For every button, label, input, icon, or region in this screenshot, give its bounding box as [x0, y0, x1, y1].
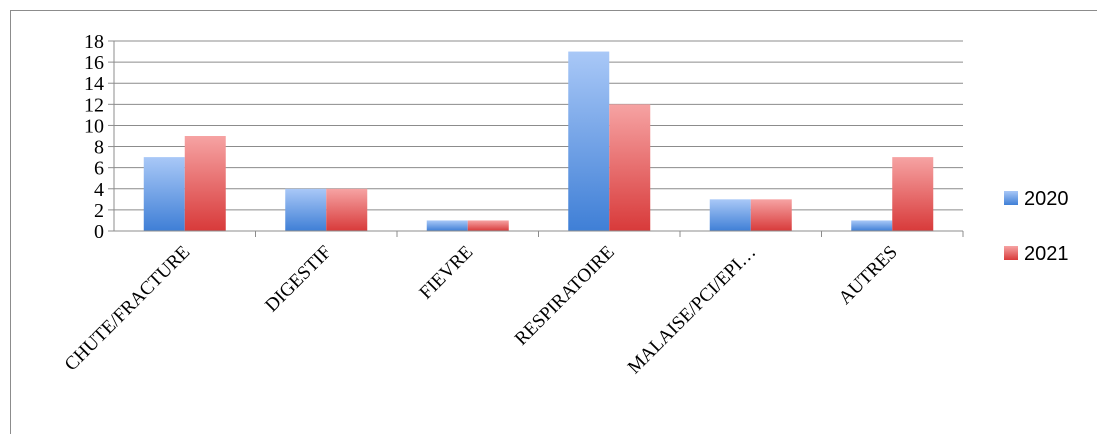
- bar-2020-5: [709, 199, 751, 231]
- bar-2021-1: [184, 136, 226, 231]
- bar-2021-6: [892, 157, 934, 231]
- bar-2020-1: [143, 157, 185, 231]
- bar-2021-5: [750, 199, 792, 231]
- y-tick-label: 4: [94, 179, 104, 201]
- bar-2020-3: [426, 220, 468, 231]
- y-tick-label: 12: [84, 94, 104, 116]
- legend-swatch-2021: [1004, 246, 1018, 260]
- x-tick-label: AUTRES: [835, 242, 902, 309]
- y-tick-label: 14: [84, 73, 104, 95]
- bar-2021-2: [326, 188, 368, 231]
- chart-frame: [10, 10, 1097, 434]
- y-tick-label: 2: [94, 200, 104, 222]
- y-tick-label: 6: [94, 158, 104, 180]
- x-tick-label: MALAISE/PCI/EPI…: [624, 242, 761, 379]
- y-tick-label: 0: [94, 221, 104, 243]
- bar-2021-3: [467, 220, 509, 231]
- bar-2020-6: [851, 220, 893, 231]
- bar-2021-4: [609, 104, 651, 231]
- bars: [143, 51, 934, 231]
- legend-label-2020: 2020: [1024, 188, 1069, 210]
- gridlines: [114, 40, 963, 211]
- legend-swatch-2020: [1004, 191, 1018, 205]
- legend: 2020 2021: [1004, 188, 1069, 265]
- y-tick-label: 16: [84, 52, 104, 74]
- y-tick-label: 10: [84, 115, 104, 137]
- x-tick-label: FIEVRE: [415, 242, 477, 304]
- x-tick-label: RESPIRATOIRE: [511, 242, 619, 350]
- bar-2020-4: [568, 51, 610, 231]
- x-tick-labels: CHUTE/FRACTURE DIGESTIF FIEVRE RESPIRATOIRE…: [61, 242, 902, 379]
- bar-2020-2: [285, 188, 327, 231]
- x-tick-label: DIGESTIF: [261, 242, 336, 317]
- legend-label-2021: 2021: [1024, 243, 1069, 265]
- y-tick-label: 18: [84, 31, 104, 53]
- axes: [108, 40, 964, 237]
- y-tick-label: 8: [94, 137, 104, 159]
- x-tick-label: CHUTE/FRACTURE: [61, 242, 195, 376]
